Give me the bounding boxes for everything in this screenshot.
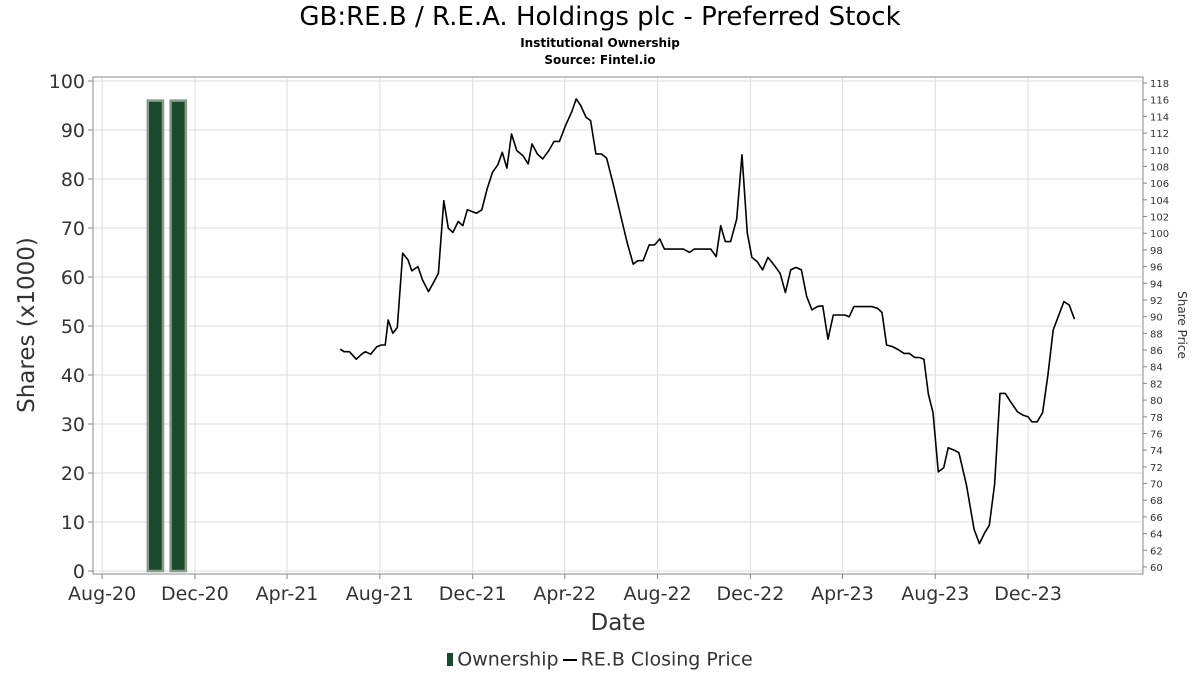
left-tick-label: 20 [61,463,85,485]
left-tick-label: 10 [61,512,85,534]
x-tick-label: Apr-22 [533,583,596,605]
right-tick-label: 92 [1150,296,1163,307]
x-tick-label: Aug-21 [346,583,414,605]
legend-ownership-label: Ownership [457,648,559,671]
right-tick-label: 68 [1150,496,1163,507]
y-axis-label: Shares (x1000) [14,237,40,413]
right-tick-label: 70 [1150,480,1163,491]
right-tick-label: 74 [1150,446,1163,457]
right-axis-ticks: 60 62 64 66 68 70 72 74 76 78 80 82 84 86 88 90 92 94 96 98… [1143,79,1169,574]
right-tick-label: 114 [1150,112,1169,123]
ownership-bars [146,99,188,573]
price-line [339,98,1076,545]
legend: Ownership RE.B Closing Price [0,648,1200,671]
chart-subtitle: Institutional Ownership [520,36,680,50]
ownership-bar [169,99,188,573]
legend-price-label: RE.B Closing Price [580,648,753,671]
x-tick-label: Dec-21 [439,583,507,605]
left-axis-ticks: 0 10 20 30 40 50 60 70 80 90 100 [49,71,93,583]
right-tick-label: 112 [1150,129,1169,140]
right-tick-label: 98 [1150,246,1163,257]
right-tick-label: 80 [1150,396,1163,407]
left-tick-label: 60 [61,267,85,289]
right-tick-label: 110 [1150,146,1169,157]
left-tick-label: 100 [49,71,85,93]
right-tick-label: 60 [1150,563,1163,574]
right-tick-label: 118 [1150,79,1169,90]
right-tick-label: 100 [1150,229,1169,240]
left-tick-label: 0 [73,561,85,583]
right-tick-label: 64 [1150,530,1163,541]
right-tick-label: 90 [1150,313,1163,324]
x-axis-ticks: Aug-20 Dec-20 Apr-21 Aug-21 Dec-21 Apr-22 Aug-… [68,574,1062,605]
left-tick-label: 30 [61,414,85,436]
right-tick-label: 76 [1150,429,1163,440]
right-tick-label: 72 [1150,463,1163,474]
right-tick-label: 82 [1150,379,1163,390]
right-tick-label: 106 [1150,179,1169,190]
right-tick-label: 104 [1150,196,1169,207]
right-tick-label: 66 [1150,513,1163,524]
right-tick-label: 88 [1150,329,1163,340]
right-tick-label: 84 [1150,363,1163,374]
price-legend-swatch [562,658,577,661]
x-tick-label: Aug-22 [623,583,691,605]
grid-lines [93,77,1143,574]
x-axis-label: Date [591,610,646,636]
right-tick-label: 96 [1150,263,1163,274]
left-tick-label: 70 [61,218,85,240]
x-tick-label: Aug-23 [901,583,969,605]
right-tick-label: 94 [1150,279,1163,290]
right-tick-label: 62 [1150,546,1163,557]
chart-title: GB:RE.B / R.E.A. Holdings plc - Preferre… [299,2,901,32]
left-tick-label: 50 [61,316,85,338]
ownership-legend-swatch [447,653,454,666]
left-tick-label: 90 [61,120,85,142]
x-tick-label: Dec-20 [161,583,229,605]
chart-source: Source: Fintel.io [544,53,656,67]
left-tick-label: 80 [61,169,85,191]
x-tick-label: Apr-21 [256,583,319,605]
x-tick-label: Dec-23 [994,583,1062,605]
y2-axis-label: Share Price [1175,291,1189,359]
right-tick-label: 108 [1150,162,1169,173]
right-tick-label: 78 [1150,413,1163,424]
right-tick-label: 116 [1150,96,1169,107]
x-tick-label: Dec-22 [716,583,784,605]
x-tick-label: Apr-23 [811,583,874,605]
ownership-bar [146,99,165,573]
left-tick-label: 40 [61,365,85,387]
right-tick-label: 86 [1150,346,1163,357]
right-tick-label: 102 [1150,213,1169,224]
x-tick-label: Aug-20 [68,583,136,605]
